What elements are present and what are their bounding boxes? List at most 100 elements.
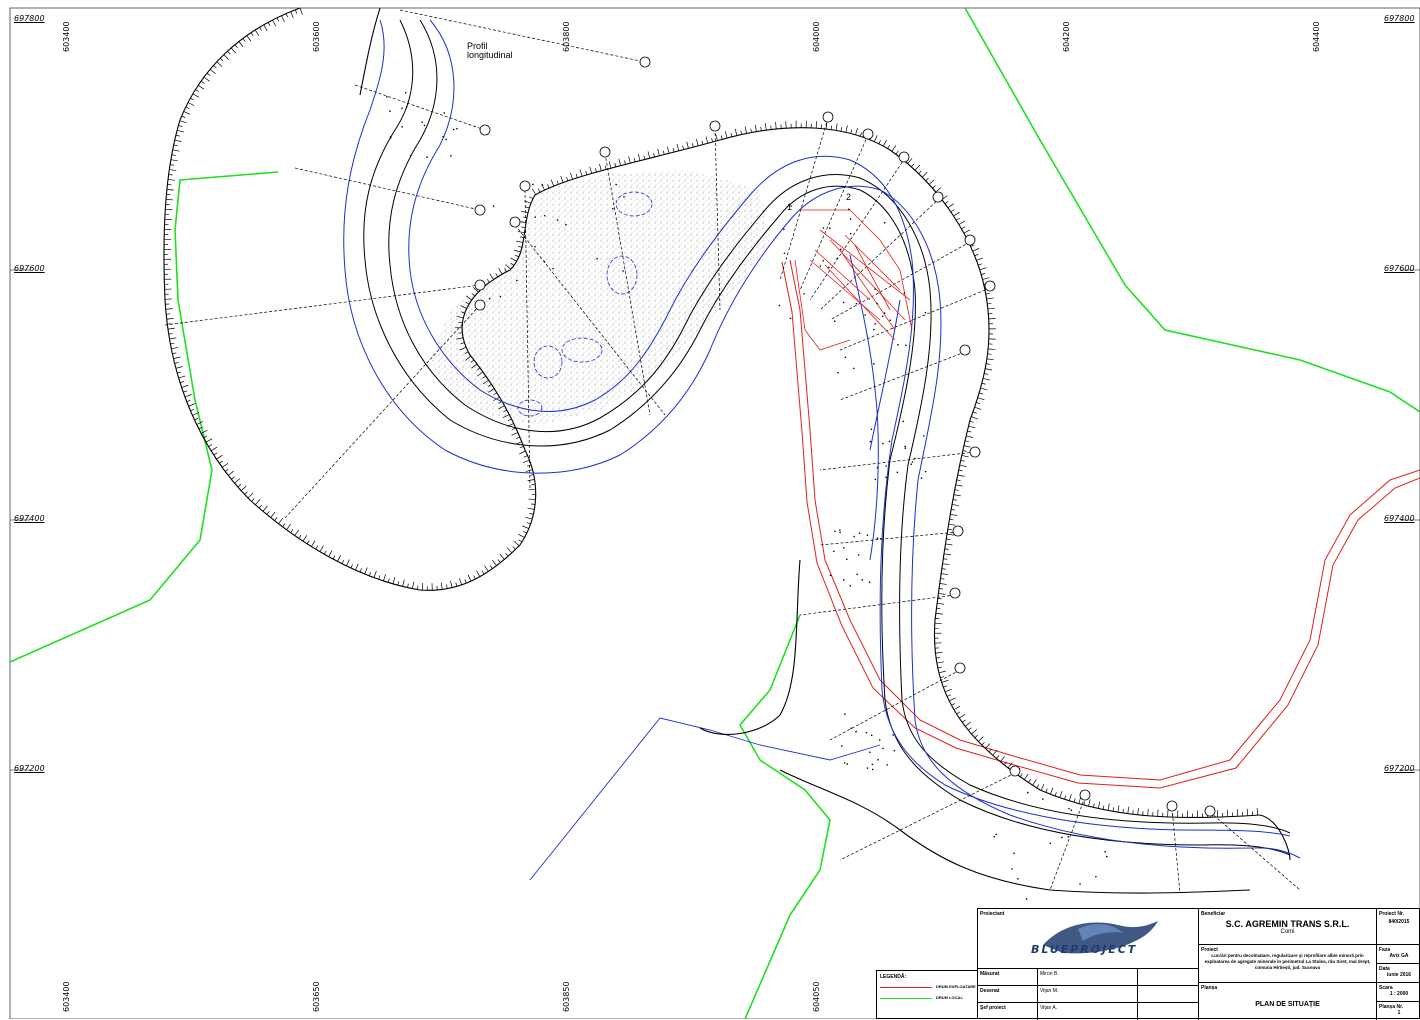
embankment-tick [529, 513, 533, 514]
role-project-lead: Şef proiect [978, 1003, 1038, 1020]
embankment-tick [1113, 807, 1114, 811]
embankment-tick [987, 298, 994, 299]
spot-elevation-dot [839, 529, 841, 531]
embankment-tick [538, 189, 540, 193]
spot-elevation-dot [830, 575, 832, 577]
spot-elevation-dot [904, 292, 906, 294]
spot-elevation-dot [1070, 809, 1072, 811]
legend-swatch-green [880, 998, 932, 999]
spot-elevation-dot [426, 156, 428, 158]
embankment-tick [204, 77, 210, 81]
blue-channel-line [530, 718, 880, 880]
embankment-tick [745, 127, 746, 134]
embankment-tick [961, 227, 964, 229]
embankment-tick [518, 534, 524, 537]
point-1-label: 1 [787, 203, 792, 212]
spot-elevation-dot [914, 458, 916, 460]
embankment-tick [970, 421, 974, 422]
spot-elevation-dot [869, 581, 871, 583]
embankment-tick [441, 583, 442, 590]
embankment-tick [183, 391, 187, 392]
embankment-tick [892, 146, 896, 152]
embankment-tick [1020, 774, 1022, 777]
embankment-tick [954, 495, 961, 496]
spot-elevation-dot [846, 558, 848, 560]
spot-elevation-dot [557, 219, 559, 221]
project-number-cell: Proiect Nr. 840/2015 [1377, 909, 1420, 945]
spot-elevation-dot [850, 727, 852, 729]
embankment-tick [185, 394, 192, 396]
embankment-tick [962, 720, 965, 722]
embankment-tick [1148, 809, 1149, 816]
role-drawn: Desenat [978, 986, 1038, 1003]
embankment-tick [567, 177, 568, 181]
embankment-tick [985, 369, 992, 370]
embankment-tick [981, 274, 985, 275]
spot-elevation-dot [839, 531, 841, 533]
embankment-tick [263, 506, 267, 511]
spot-elevation-dot [873, 329, 875, 331]
embankment-tick [529, 197, 533, 199]
embankment-tick [983, 278, 990, 280]
embankment-tick [712, 138, 713, 142]
spot-elevation-dot [892, 734, 894, 736]
embankment-tick [530, 475, 534, 476]
embankment-tick [983, 378, 990, 380]
embankment-tick [942, 569, 946, 570]
embankment-tick [879, 140, 881, 144]
embankment-tick [959, 221, 965, 225]
embankment-tick [936, 187, 941, 191]
embankment-tick [170, 343, 174, 344]
embankment-tick [988, 308, 995, 309]
spot-elevation-dot [822, 260, 824, 262]
embankment-tick [316, 546, 318, 549]
embankment-tick [595, 168, 596, 172]
embankment-tick [527, 523, 531, 524]
embankment-tick [731, 133, 732, 137]
grid-ticks [10, 270, 1420, 770]
project-number: 840/2015 [1379, 919, 1419, 925]
embankment-tick [520, 237, 524, 238]
sign-drawn [1138, 986, 1199, 1003]
logo: BLUEPROJECT [1023, 915, 1173, 965]
name-project-lead: Viţan A. [1038, 1003, 1138, 1020]
embankment-tick [255, 499, 260, 504]
spot-elevation-dot [844, 762, 846, 764]
spot-elevation-dot [833, 551, 835, 553]
drawing-label: Planșa [1201, 985, 1374, 991]
embankment-tick [831, 126, 832, 130]
embankment-tick [967, 431, 971, 432]
spot-elevation-dot [453, 129, 455, 131]
spot-elevation-dot [841, 745, 843, 747]
spot-elevation-dot [834, 320, 836, 322]
embankment-tick [248, 493, 253, 498]
embankment-tick [841, 127, 842, 131]
embankment-tick [673, 148, 674, 152]
spot-elevation-dot [843, 547, 845, 549]
spot-elevation-dot [1079, 883, 1081, 885]
spot-elevation-dot [848, 208, 850, 210]
embankment-tick [174, 357, 181, 359]
embankment-tick [939, 588, 943, 589]
embankment-tick [609, 161, 611, 168]
embankment-tick [513, 547, 516, 550]
embankment-tick [235, 45, 238, 48]
embankment-tick [548, 184, 550, 188]
beneficiar-label: Beneficiar [1201, 911, 1374, 917]
spot-elevation-dot [500, 296, 502, 298]
embankment-tick [307, 540, 309, 543]
embankment-tick [648, 151, 650, 158]
embankment-tick [696, 139, 698, 146]
spot-elevation-dot [872, 764, 874, 766]
date-value: iunie 2016 [1379, 972, 1419, 978]
embankment-tick [949, 524, 956, 525]
scale-value: 1 : 2000 [1379, 991, 1419, 997]
spot-elevation-dot [784, 253, 786, 255]
embankment-tick [943, 686, 947, 687]
embankment-tick [973, 412, 977, 413]
spot-elevation-dot [925, 312, 927, 314]
embankment-tick [951, 210, 954, 212]
easting-label-top-6: 604400 [1312, 21, 1321, 52]
embankment-tick [938, 667, 942, 668]
embankment-tick [169, 170, 176, 171]
